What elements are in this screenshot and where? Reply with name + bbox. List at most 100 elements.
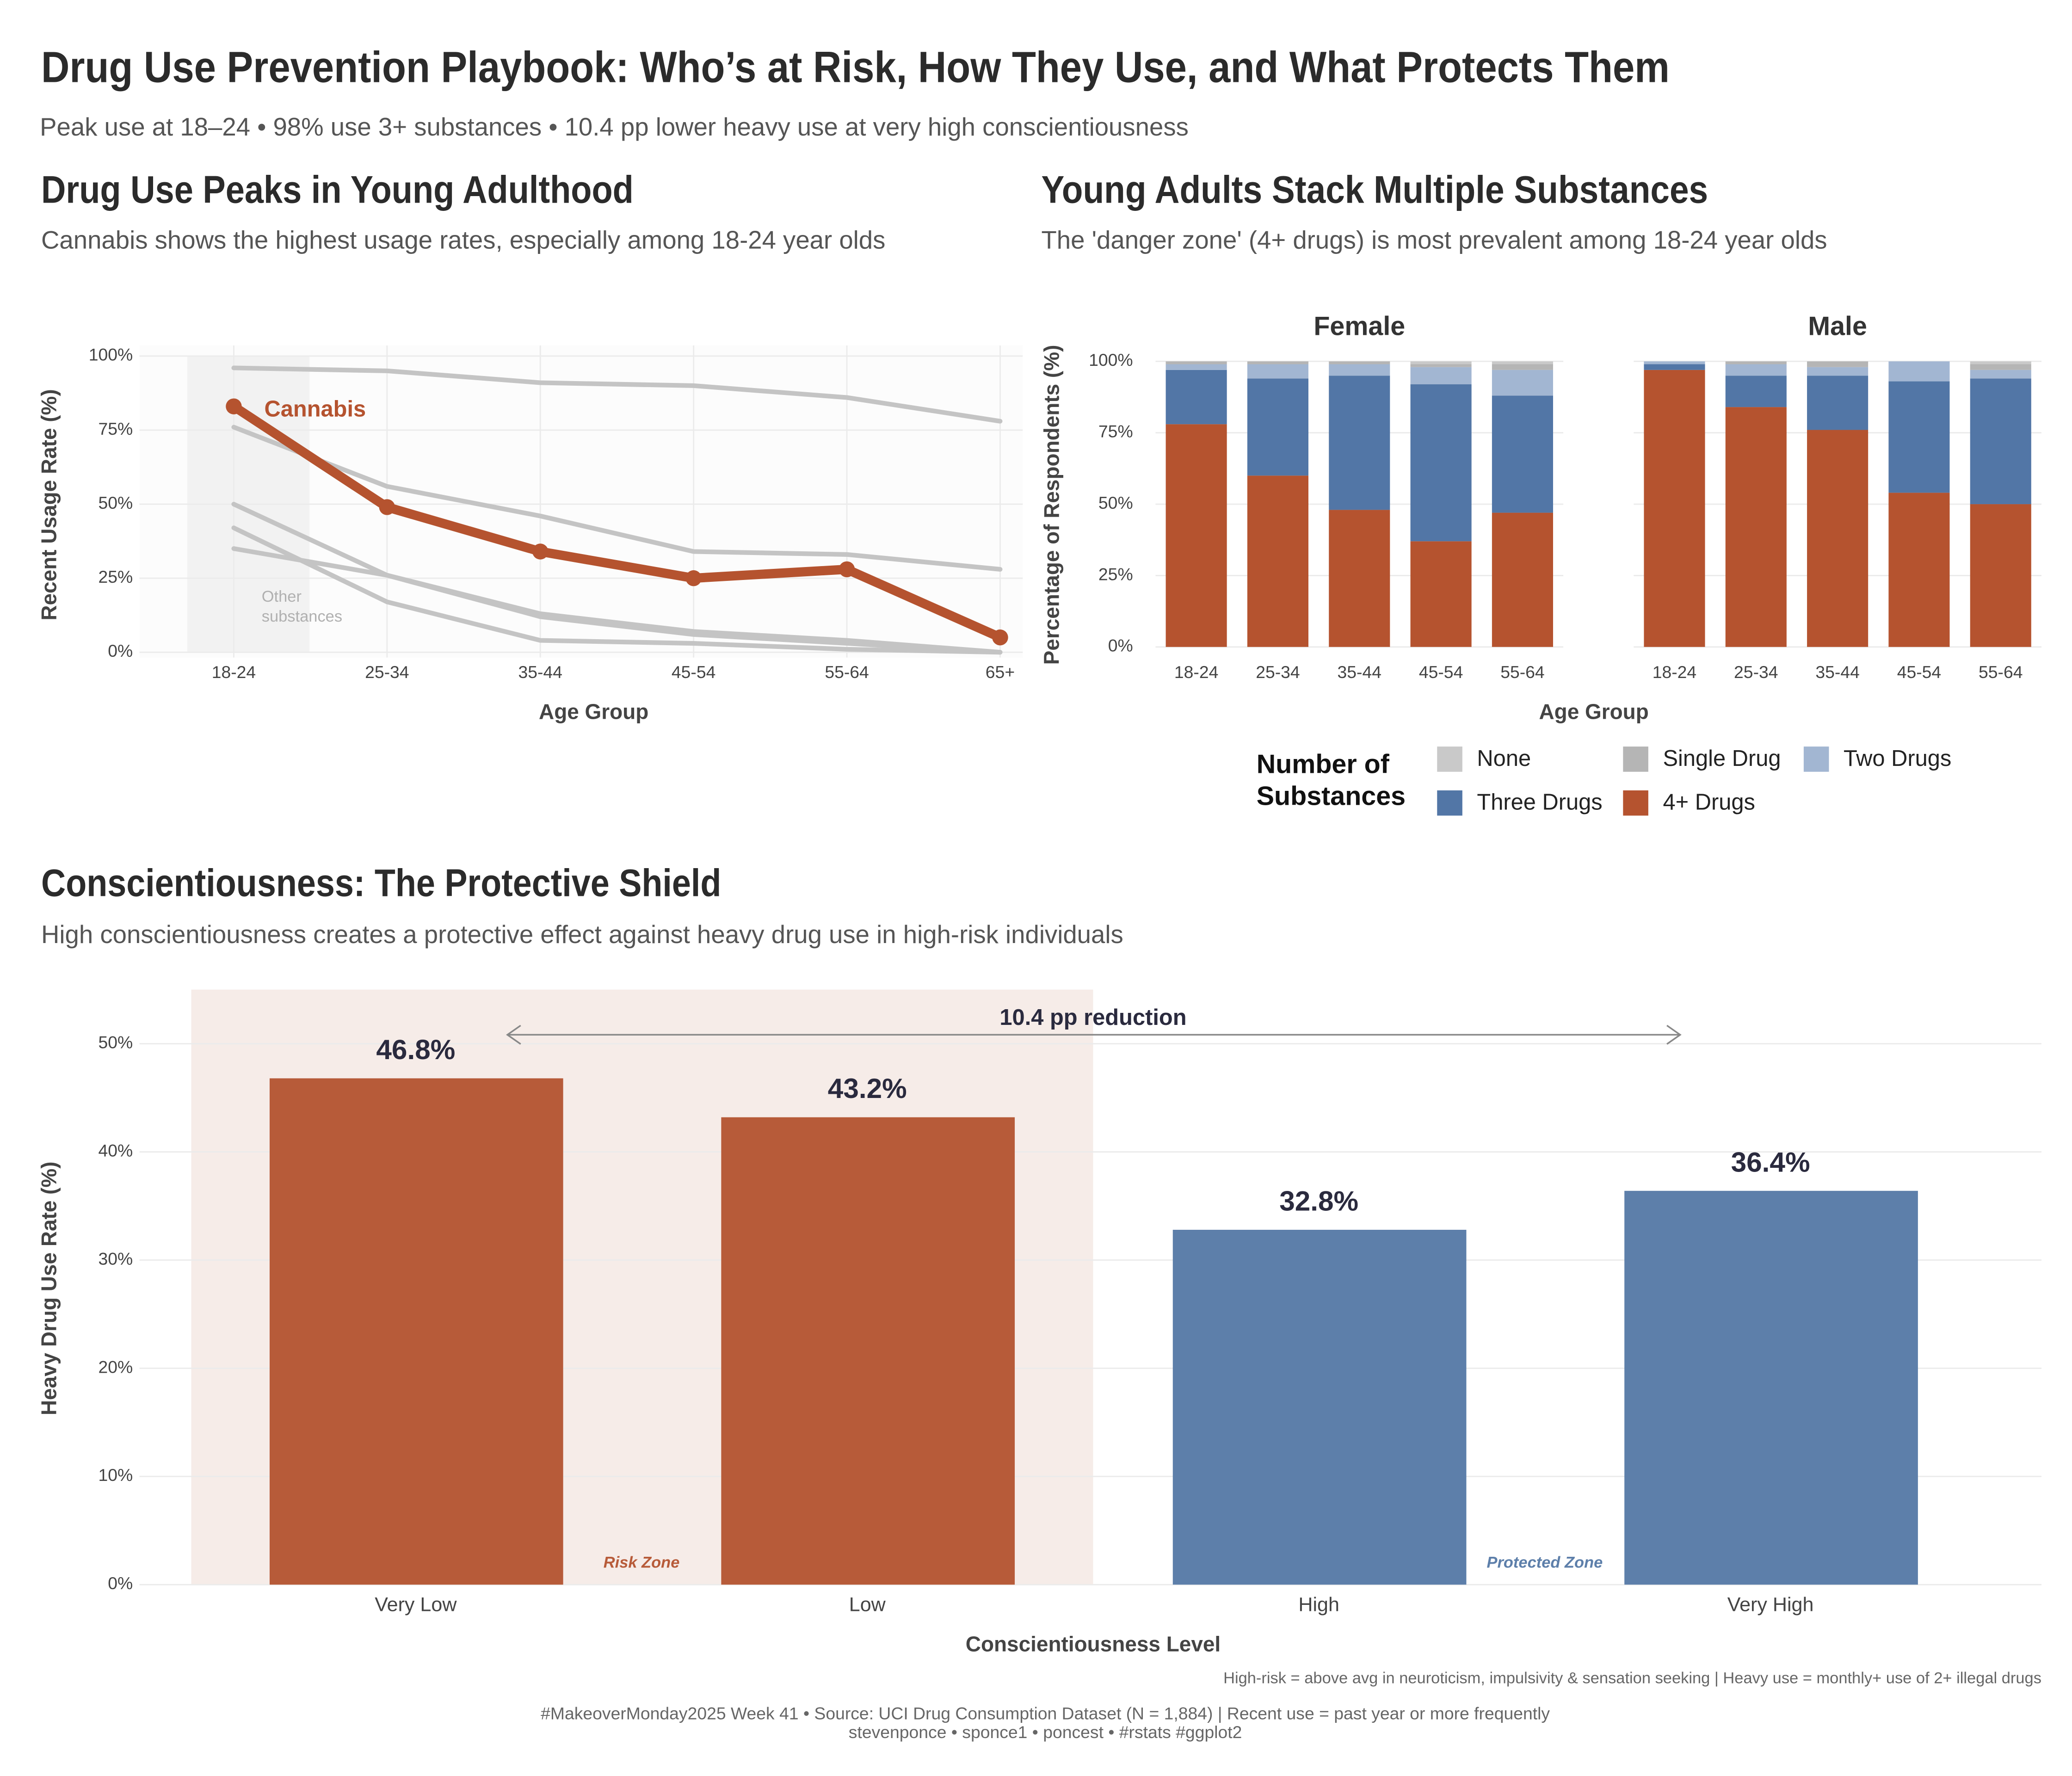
bar-segment xyxy=(1888,493,1950,647)
annotation: Protected Zone xyxy=(1487,1554,1603,1571)
x-tick-label: Very High xyxy=(1727,1594,1814,1616)
legend-label: Three Drugs xyxy=(1477,790,1602,815)
bar-segment xyxy=(1329,364,1390,376)
bar-segment xyxy=(1725,407,1787,647)
y-tick-label: 0% xyxy=(108,1573,133,1593)
x-tick-label: 18-24 xyxy=(212,662,256,682)
y-tick-label: 50% xyxy=(1098,493,1133,512)
facet-title: Male xyxy=(1808,312,1867,341)
x-tick-label: 25-34 xyxy=(365,662,409,682)
y-tick-label: 25% xyxy=(98,567,133,586)
y-tick-label: 25% xyxy=(1098,564,1133,584)
bar-segment xyxy=(1970,361,2031,364)
bar-segment xyxy=(1247,475,1309,647)
x-tick-label: 45-54 xyxy=(1897,662,1941,682)
legend-swatch xyxy=(1437,746,1462,772)
bar-segment xyxy=(1247,361,1309,364)
bar-segment xyxy=(1644,364,1705,370)
legend-swatch xyxy=(1623,790,1648,816)
bar-segment xyxy=(1166,361,1227,364)
bar-segment xyxy=(1492,361,1553,364)
x-tick-label: 18-24 xyxy=(1174,662,1218,682)
x-tick-label: 35-44 xyxy=(1815,662,1859,682)
legend-swatch xyxy=(1623,746,1648,772)
chart-subtitle: The 'danger zone' (4+ drugs) is most pre… xyxy=(1041,226,1827,254)
reduction-arrow xyxy=(506,1024,1682,1045)
legend-label: 4+ Drugs xyxy=(1663,790,1755,815)
bar-segment xyxy=(1166,370,1227,425)
y-tick-label: 40% xyxy=(98,1141,133,1160)
credits: stevenponce • sponce1 • poncest • #rstat… xyxy=(849,1722,1242,1742)
legend-title-box: Number of Substances xyxy=(1256,750,1406,812)
x-tick-label: 25-34 xyxy=(1256,662,1300,682)
y-tick-label: 100% xyxy=(89,345,133,364)
bar-segment xyxy=(1644,361,1705,364)
other-substance-line xyxy=(231,502,1003,655)
value-label: 46.8% xyxy=(376,1034,455,1065)
bar-segment xyxy=(1807,367,1868,376)
x-axis-title: Age Group xyxy=(1539,699,1648,723)
annotation: Risk Zone xyxy=(604,1554,680,1571)
bar-segment xyxy=(1410,364,1472,367)
y-axis-title: Recent Usage Rate (%) xyxy=(37,389,61,620)
bar-segment xyxy=(1725,364,1787,376)
bar-segment xyxy=(1492,395,1553,513)
bar xyxy=(1624,1190,1918,1585)
y-tick-label: 0% xyxy=(108,641,133,660)
y-tick-label: 30% xyxy=(98,1249,133,1268)
x-tick-label: High xyxy=(1298,1594,1339,1616)
x-tick-label: 55-64 xyxy=(825,662,869,682)
bar xyxy=(269,1078,563,1585)
bar-segment xyxy=(1329,361,1390,364)
value-label: 43.2% xyxy=(828,1073,907,1104)
legend-label: Two Drugs xyxy=(1844,746,1951,771)
bar-segment xyxy=(1247,364,1309,379)
series-label: Cannabis xyxy=(264,396,366,421)
y-tick-label: 50% xyxy=(98,493,133,512)
legend-swatch xyxy=(1803,746,1829,772)
other-substance-line xyxy=(231,425,1003,572)
bar-segment xyxy=(1492,512,1553,647)
other-substances-label-box: Other substances xyxy=(261,587,343,626)
point xyxy=(839,561,855,578)
y-tick-label: 20% xyxy=(98,1357,133,1376)
y-tick-label: 100% xyxy=(1089,350,1133,370)
other-substance-line xyxy=(231,546,1003,655)
chart-title: Drug Use Peaks in Young Adulthood xyxy=(41,168,634,211)
point xyxy=(992,629,1008,646)
value-label: 32.8% xyxy=(1279,1185,1358,1216)
bar-segment xyxy=(1970,364,2031,370)
legend-title: Number of Substances xyxy=(1256,750,1406,812)
other-substances-label: Other substances xyxy=(261,587,343,626)
bar-segment xyxy=(1166,364,1227,370)
value-label: 36.4% xyxy=(1731,1146,1810,1178)
footnote: High-risk = above avg in neuroticism, im… xyxy=(1223,1669,2041,1687)
bar-segment xyxy=(1492,370,1553,396)
x-tick-label: 45-54 xyxy=(672,662,715,682)
y-tick-label: 10% xyxy=(98,1465,133,1485)
bar-segment xyxy=(1807,430,1868,647)
bar-segment xyxy=(1410,541,1472,647)
facet-title: Female xyxy=(1314,312,1405,341)
legend-swatch xyxy=(1437,790,1462,816)
other-substance-line xyxy=(231,365,1003,424)
page-title: Drug Use Prevention Playbook: Who’s at R… xyxy=(41,43,1670,92)
page-subtitle: Peak use at 18–24 • 98% use 3+ substance… xyxy=(40,113,1189,141)
source-caption: #MakeoverMonday2025 Week 41 • Source: UC… xyxy=(541,1704,1550,1723)
bar-segment xyxy=(1888,381,1950,493)
point xyxy=(685,570,702,586)
bar-segment xyxy=(1166,424,1227,647)
chart-title: Conscientiousness: The Protective Shield xyxy=(41,862,721,905)
y-tick-label: 0% xyxy=(1108,636,1133,655)
point xyxy=(532,543,549,560)
bar-segment xyxy=(1807,361,1868,367)
x-tick-label: 18-24 xyxy=(1653,662,1696,682)
bar xyxy=(1172,1229,1467,1585)
point xyxy=(226,398,242,414)
bar-segment xyxy=(1970,378,2031,505)
y-axis-title: Heavy Drug Use Rate (%) xyxy=(37,1161,61,1415)
bar-segment xyxy=(1492,364,1553,370)
y-tick-label: 75% xyxy=(1098,422,1133,441)
bar-segment xyxy=(1970,370,2031,379)
other-substance-line xyxy=(231,525,1003,655)
